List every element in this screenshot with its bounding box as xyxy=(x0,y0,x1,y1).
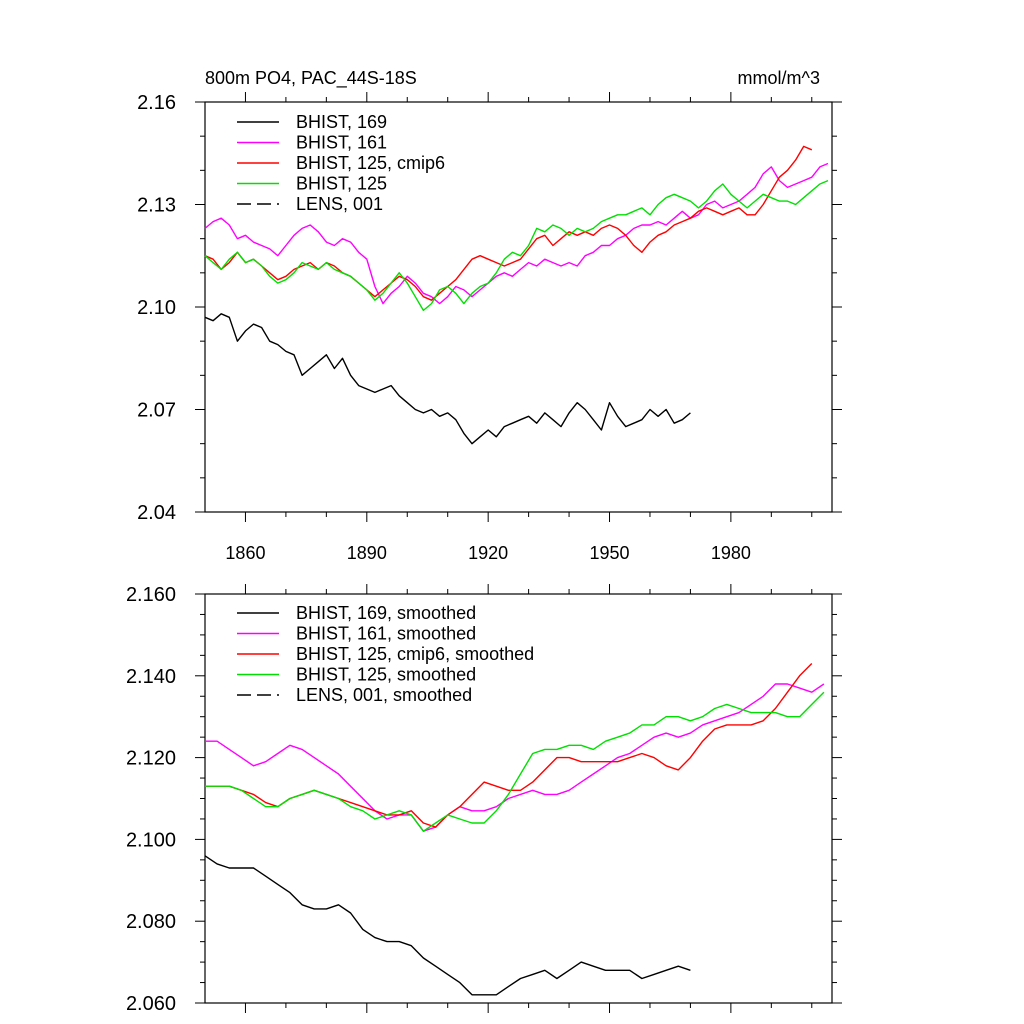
top-series-line-3 xyxy=(204,179,829,312)
panel-bottom: 2.060 2.080 2.100 2.120 2.140 2.160 BHIST, 169… xyxy=(126,584,842,1015)
panel-top: 800m PO4, PAC_44S-18S mmol/m^3 1860 1890 192… xyxy=(137,68,842,563)
bottom-series-line-1 xyxy=(205,683,825,832)
bottom-legend-label: BHIST, 161, smoothed xyxy=(296,624,476,644)
bottom-ytick-label: 2.080 xyxy=(126,911,176,933)
bottom-legend-label: LENS, 001, smoothed xyxy=(296,685,472,705)
bottom-ytick-label: 2.140 xyxy=(126,666,176,688)
top-ytick-label: 2.13 xyxy=(137,195,176,217)
bottom-legend-label: BHIST, 125, cmip6, smoothed xyxy=(296,644,534,664)
bottom-series-line-0 xyxy=(204,855,691,996)
top-legend-label: BHIST, 161 xyxy=(296,133,387,153)
bottom-legend-label: BHIST, 125, smoothed xyxy=(296,665,476,685)
top-ytick-label: 2.16 xyxy=(137,92,176,114)
top-ytick-label: 2.07 xyxy=(137,400,176,422)
bottom-series-line-3 xyxy=(205,691,825,832)
top-xtick-label: 1950 xyxy=(589,543,629,563)
top-chart-title: 800m PO4, PAC_44S-18S xyxy=(205,68,417,89)
bottom-ytick-label: 2.100 xyxy=(126,829,176,851)
bottom-ytick-label: 2.160 xyxy=(126,584,176,606)
top-series-line-0 xyxy=(204,313,691,445)
top-legend-label: BHIST, 169 xyxy=(296,112,387,132)
bottom-ytick-label: 2.060 xyxy=(126,993,176,1015)
bottom-legend-label: BHIST, 169, smoothed xyxy=(296,603,476,623)
top-xtick-label: 1860 xyxy=(225,543,265,563)
top-legend-label: LENS, 001 xyxy=(296,194,383,214)
top-legend-label: BHIST, 125 xyxy=(296,174,387,194)
top-units-label: mmol/m^3 xyxy=(738,68,820,88)
top-series-line-1 xyxy=(204,162,829,305)
top-xtick-label: 1980 xyxy=(711,543,751,563)
top-ytick-label: 2.10 xyxy=(137,297,176,319)
bottom-ytick-label: 2.120 xyxy=(126,748,176,770)
top-legend-label: BHIST, 125, cmip6 xyxy=(296,153,445,173)
top-ytick-label: 2.04 xyxy=(137,502,176,524)
top-xtick-label: 1920 xyxy=(468,543,508,563)
top-xtick-label: 1890 xyxy=(347,543,387,563)
